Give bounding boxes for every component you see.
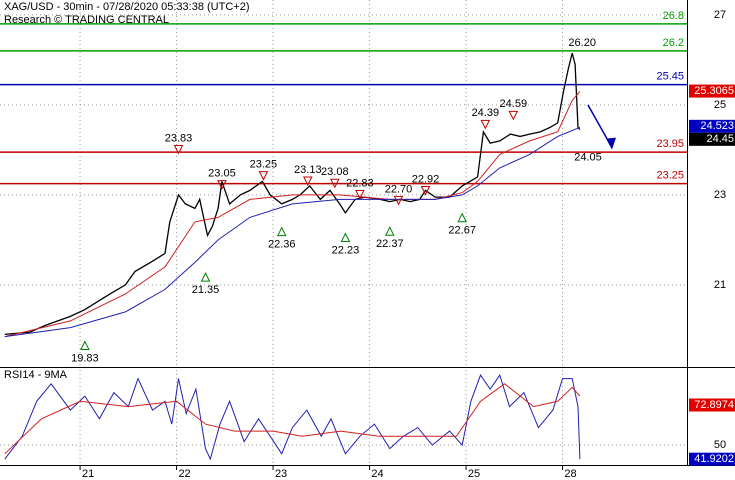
level-label: 26.8 xyxy=(663,10,684,22)
low-marker xyxy=(276,226,287,237)
low-label: 21.35 xyxy=(192,284,220,296)
high-marker xyxy=(217,180,227,190)
high-label: 22.83 xyxy=(346,177,374,189)
y-tick-label: 50 xyxy=(714,439,726,451)
target-label: 24.05 xyxy=(574,152,602,164)
high-marker xyxy=(302,176,313,187)
level-label: 23.25 xyxy=(656,170,684,182)
series-line xyxy=(4,126,581,338)
arrow-head xyxy=(606,137,616,150)
high-marker xyxy=(508,110,519,121)
price-tag-label: 24.523 xyxy=(700,120,734,132)
y-tick-label: 25 xyxy=(714,99,726,111)
y-tick-label: 27 xyxy=(714,9,726,21)
high-marker xyxy=(330,178,340,189)
y-tick-label: 21 xyxy=(714,279,726,291)
low-label: 22.23 xyxy=(332,244,360,256)
peak-label: 26.20 xyxy=(568,37,596,49)
high-marker xyxy=(420,185,431,196)
price-tag xyxy=(689,452,735,466)
price-tag-label: 24.45 xyxy=(706,133,734,145)
chart-title: XAG/USD - 30min - 07/28/2020 05:33:38 (U… xyxy=(4,1,249,13)
price-tag xyxy=(689,132,735,146)
low-label: 22.67 xyxy=(448,225,476,237)
low-marker xyxy=(385,226,395,236)
y-tick-label: 23 xyxy=(714,189,726,201)
high-marker xyxy=(355,190,365,200)
x-tick-label: 21 xyxy=(82,468,94,480)
low-label: 22.36 xyxy=(268,239,296,251)
level-label: 26.2 xyxy=(663,37,684,49)
high-marker xyxy=(393,195,404,206)
x-tick-label: 28 xyxy=(564,468,576,480)
price-tag-label: 25.3065 xyxy=(694,85,734,97)
low-label: 19.83 xyxy=(71,352,99,364)
price-tag xyxy=(689,398,735,412)
indicator-title: RSI14 - 9MA xyxy=(4,369,68,381)
low-marker xyxy=(80,340,90,351)
series-line xyxy=(4,91,581,338)
low-label: 22.37 xyxy=(376,238,404,250)
series-line xyxy=(4,52,581,336)
low-marker xyxy=(200,272,211,282)
x-tick-label: 24 xyxy=(371,468,383,480)
price-tag-label: 72.8974 xyxy=(694,399,734,411)
x-tick-label: 25 xyxy=(468,468,480,480)
price-tag xyxy=(689,119,735,133)
chart-subtitle: Research © TRADING CENTRAL xyxy=(4,14,169,26)
x-tick-label: 23 xyxy=(275,468,287,480)
level-label: 25.45 xyxy=(656,71,684,83)
high-label: 23.83 xyxy=(165,132,193,144)
high-label: 23.13 xyxy=(294,164,322,176)
high-marker xyxy=(480,119,491,130)
high-marker xyxy=(258,171,269,181)
high-marker xyxy=(173,145,184,155)
x-tick-label: 22 xyxy=(178,468,190,480)
high-label: 23.25 xyxy=(250,159,278,171)
high-label: 23.08 xyxy=(321,166,349,178)
high-label: 24.39 xyxy=(472,107,500,119)
price-tag xyxy=(689,84,735,98)
price-tag-label: 41.9202 xyxy=(694,453,734,465)
high-label: 23.05 xyxy=(208,168,236,180)
series-line xyxy=(4,383,581,455)
high-label: 24.59 xyxy=(500,98,528,110)
low-marker xyxy=(340,232,351,243)
low-marker xyxy=(457,212,467,223)
level-label: 23.95 xyxy=(656,138,684,150)
high-label: 22.70 xyxy=(385,183,413,195)
high-label: 22.92 xyxy=(412,173,440,185)
